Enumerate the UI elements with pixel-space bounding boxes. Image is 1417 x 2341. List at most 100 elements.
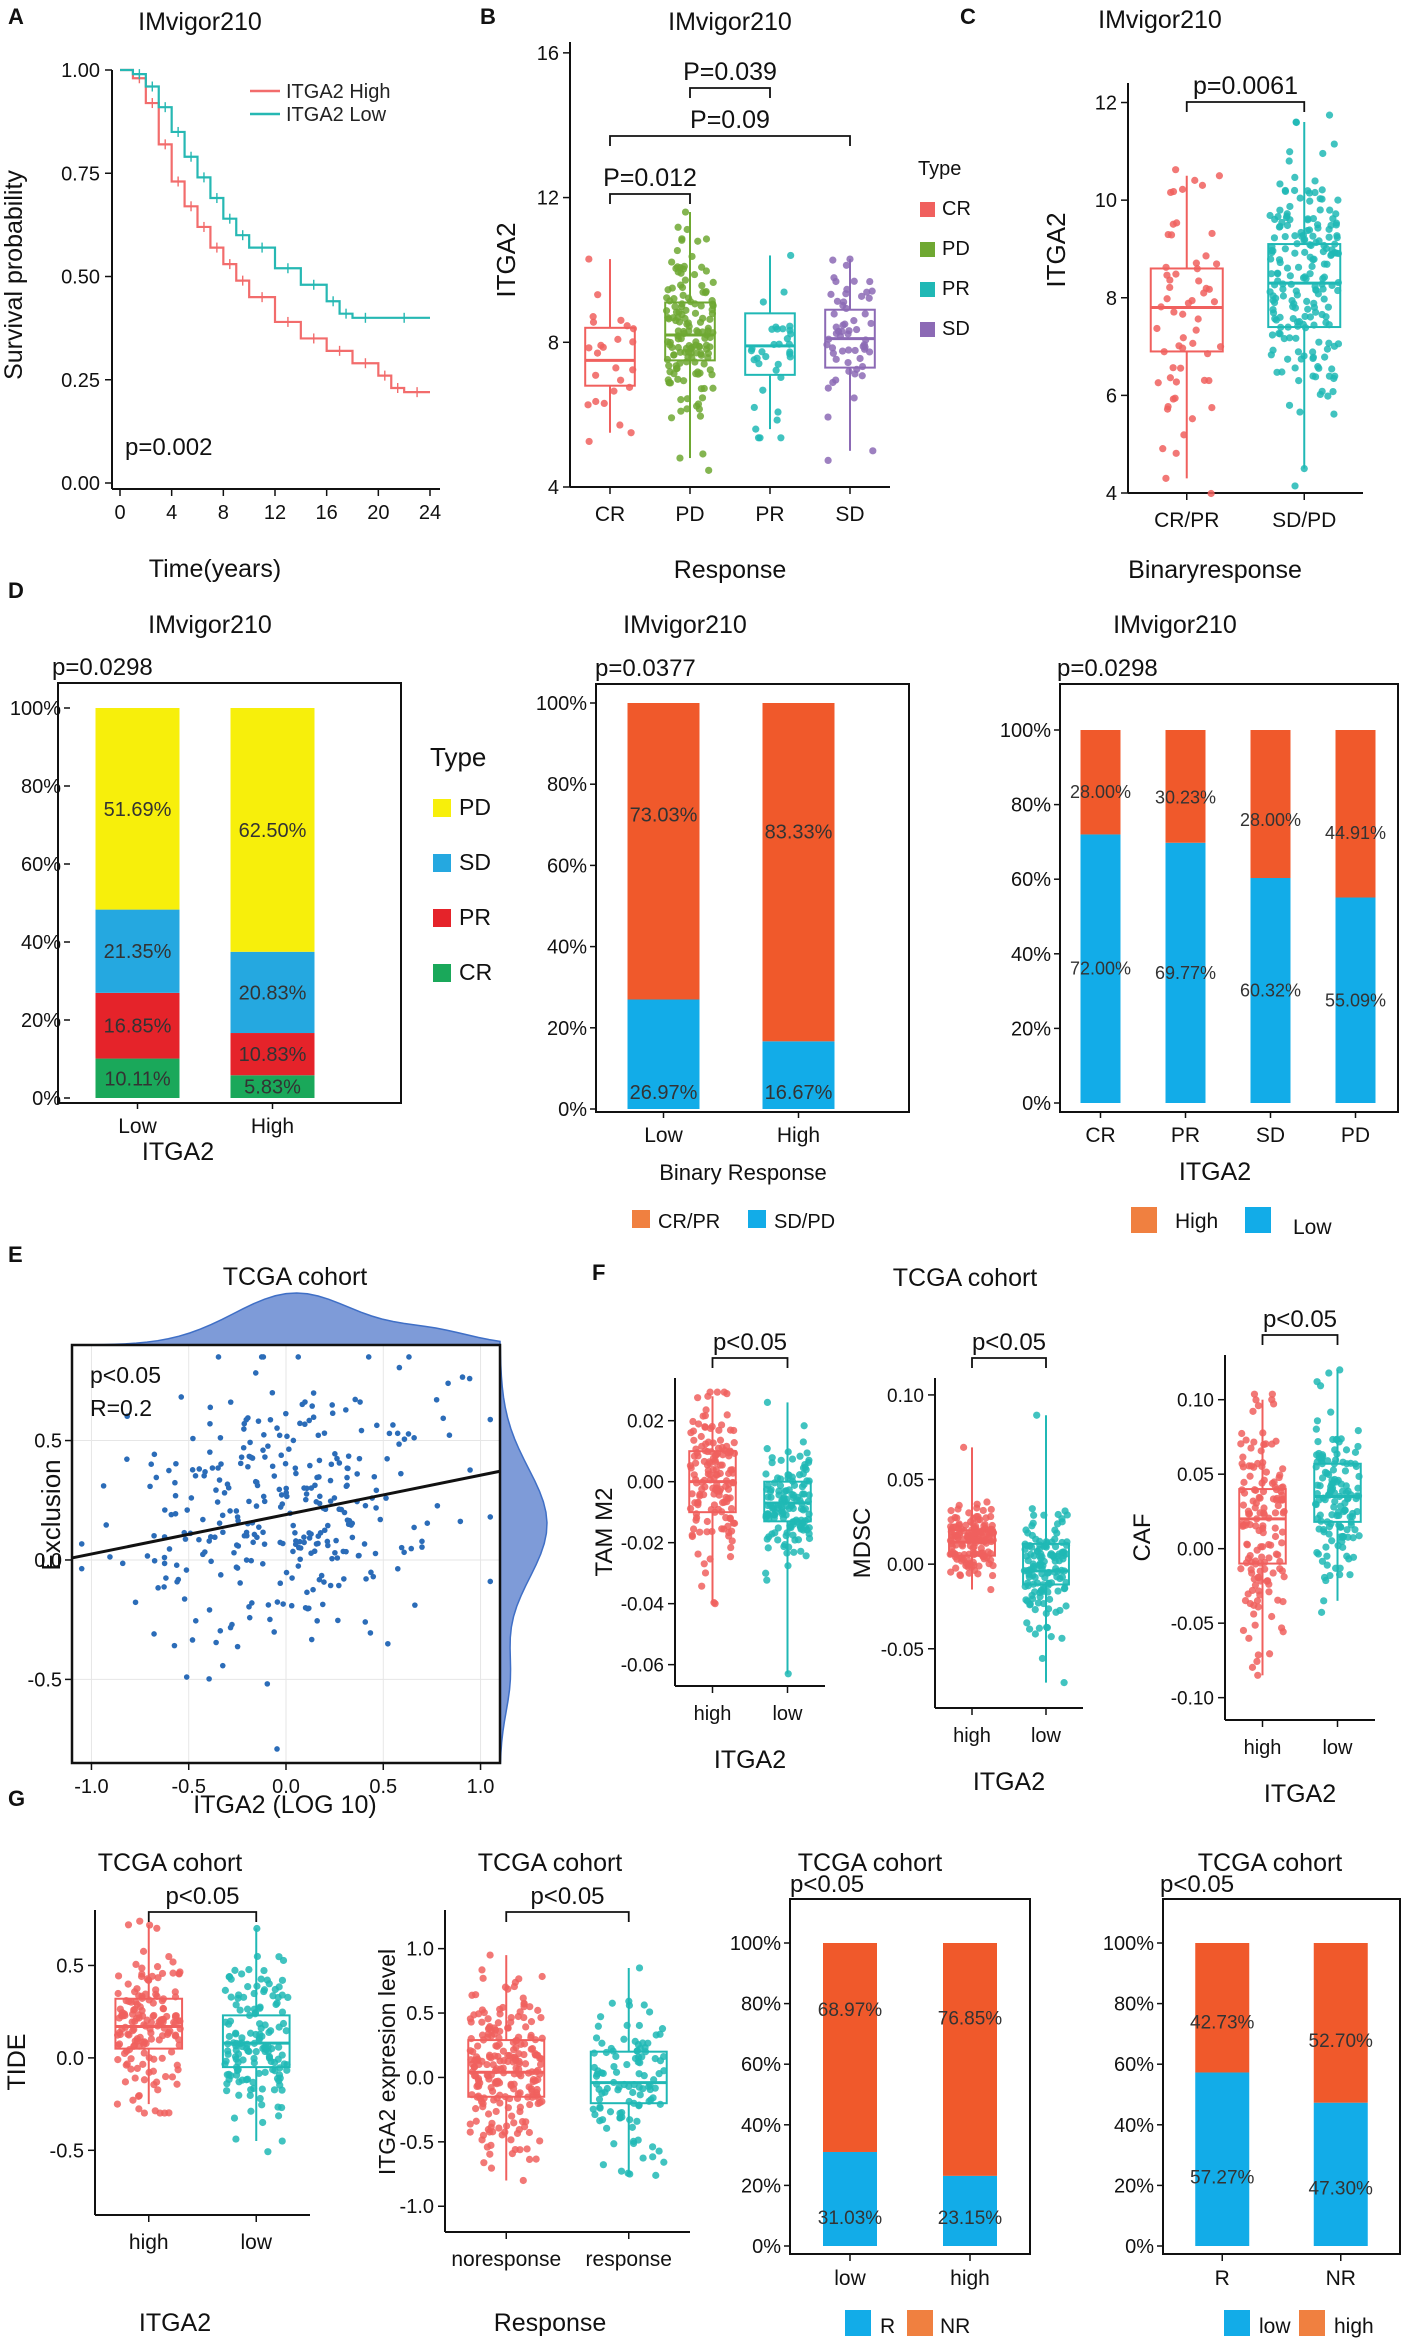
data-point (1304, 215, 1312, 223)
data-point (689, 1525, 698, 1533)
data-point (635, 2102, 643, 2110)
y-tick-label: 0.05 (887, 1471, 924, 1492)
data-point (719, 1451, 727, 1459)
data-point (833, 297, 842, 305)
data-point (706, 315, 714, 323)
legend-label: PR (942, 278, 970, 300)
data-point (121, 2078, 130, 2086)
data-point (694, 237, 702, 245)
data-point (702, 1406, 710, 1414)
scatter-point (229, 1621, 235, 1628)
scatter-point (349, 1520, 356, 1527)
data-point (1274, 1501, 1282, 1510)
data-point (592, 2072, 601, 2080)
data-point (1268, 331, 1277, 339)
data-point (777, 1501, 785, 1509)
p-value-label: p=0.0298 (1057, 655, 1158, 682)
scatter-point (168, 1511, 175, 1518)
data-point (163, 2012, 171, 2021)
data-point (585, 255, 593, 263)
data-point (708, 1527, 716, 1536)
data-point (1354, 1427, 1362, 1435)
data-point (867, 319, 875, 328)
data-point (845, 367, 853, 375)
data-point (171, 1988, 179, 1996)
data-point (130, 2025, 138, 2034)
data-point (263, 1976, 271, 1984)
chart-title: IMvigor210 (668, 8, 792, 36)
data-point (972, 1513, 981, 1521)
data-point (1028, 1591, 1036, 1600)
panel-label-b: B (480, 4, 496, 29)
data-point (770, 340, 778, 349)
scatter-point (178, 1394, 185, 1400)
data-point (1022, 1596, 1030, 1604)
plot-frame (789, 1898, 1031, 2255)
data-point (1290, 186, 1299, 195)
data-point (787, 1523, 795, 1532)
data-point (673, 263, 682, 271)
y-tick-label: 0.5 (406, 2003, 434, 2025)
scatter-point (301, 1485, 307, 1491)
data-point (651, 2054, 659, 2063)
data-point (853, 365, 861, 373)
data-point (1255, 1587, 1263, 1595)
data-point (1306, 270, 1314, 278)
data-point (467, 2056, 475, 2064)
scatter-point (267, 1416, 274, 1423)
significance-bracket (971, 1357, 1047, 1368)
data-point (851, 346, 859, 355)
data-point (698, 394, 707, 402)
data-point (762, 352, 770, 361)
data-point (1188, 415, 1197, 423)
data-point (984, 1548, 992, 1556)
legend-label: Low (1293, 1216, 1332, 1239)
scatter-point (344, 1482, 350, 1489)
data-point (1276, 206, 1284, 214)
scatter-point (419, 1538, 425, 1545)
data-point (1179, 334, 1187, 342)
data-point (1270, 1478, 1278, 1486)
data-point (634, 2058, 642, 2066)
data-point (838, 327, 846, 336)
data-point (1321, 1468, 1330, 1476)
data-point (250, 2005, 258, 2013)
data-point (1319, 274, 1327, 283)
data-point (691, 1499, 699, 1507)
data-point (132, 1960, 140, 1968)
bar-segment-high (1195, 1943, 1250, 2073)
data-point (676, 454, 684, 462)
scatter-point (341, 1576, 347, 1582)
scatter-point (78, 1565, 85, 1572)
data-point (1294, 322, 1302, 330)
data-point (1021, 1540, 1029, 1548)
scatter-point (231, 1549, 237, 1556)
data-point (726, 1514, 734, 1522)
data-point (492, 2107, 500, 2116)
data-point (1189, 339, 1197, 347)
y-tick-label: 1.0 (406, 1939, 434, 1961)
scatter-point (124, 1413, 131, 1420)
data-point (1270, 1400, 1278, 1408)
legend-label: ITGA2 Low (286, 104, 387, 126)
p-value-label: p<0.05 (165, 1883, 239, 1910)
data-point (1260, 1440, 1268, 1449)
data-point (750, 356, 758, 364)
scatter-point (107, 1554, 113, 1560)
scatter-point (200, 1516, 206, 1523)
data-point (664, 286, 672, 294)
data-point (771, 1511, 779, 1519)
data-point (1320, 1573, 1329, 1582)
data-point (526, 2003, 534, 2011)
y-tick-label: 0.00 (61, 473, 100, 495)
data-point (704, 1438, 713, 1446)
data-point (524, 2069, 533, 2077)
data-point (861, 310, 869, 318)
data-point (1257, 1447, 1265, 1455)
data-point (515, 1975, 523, 1983)
scatter-point (487, 1416, 494, 1423)
bar-segment-pd (95, 708, 180, 910)
data-point (538, 1972, 546, 1981)
data-point (628, 2123, 636, 2131)
data-point (755, 360, 763, 368)
